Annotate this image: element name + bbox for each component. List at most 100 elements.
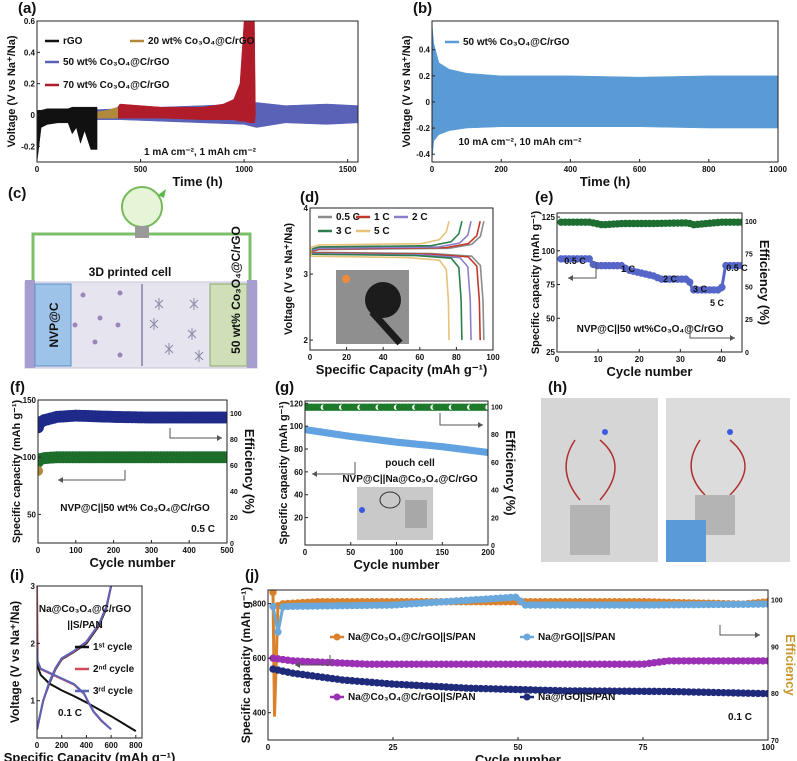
arrow-head-icon: [730, 335, 735, 341]
current-collector-left: [25, 280, 35, 368]
data-point: [269, 590, 277, 597]
y-tick-label: 50: [546, 314, 555, 323]
y-tick-label: 4: [304, 204, 309, 213]
x-tick-label: 300: [145, 546, 159, 555]
legend-label: 50 wt% Co₃O₄@C/rGO: [463, 37, 570, 48]
x-axis-label: Cycle number: [354, 557, 440, 572]
panel-label-g: (g): [275, 379, 294, 396]
y-tick-label: -0.2: [21, 142, 35, 151]
panel-label-h: (h): [548, 379, 567, 396]
plot-area: [269, 590, 768, 717]
legend-label: Na@Co₃O₄@C/rGO||S/PAN: [348, 692, 476, 703]
legend-marker: [523, 633, 531, 641]
annotation: NVP@C||Na@Co₃O₄@C/rGO: [342, 474, 478, 485]
x-tick-label: 1000: [235, 165, 253, 174]
legend-label: Na@rGO||S/PAN: [538, 632, 615, 643]
legend-label: 20 wt% Co₃O₄@C/rGO: [148, 36, 255, 47]
y2-tick-label: 0: [230, 541, 234, 548]
y-tick-label: -0.4: [416, 150, 430, 159]
data-point: [718, 283, 726, 291]
axis-indicator-arrow: [568, 262, 597, 279]
y2-tick-label: 0: [745, 350, 749, 357]
x-tick-label: 0: [35, 165, 40, 174]
panel-label-b: (b): [413, 0, 432, 17]
cell-title: 3D printed cell: [89, 265, 172, 279]
x-tick-label: 400: [80, 741, 94, 750]
y-tick-label: 800: [253, 600, 267, 609]
x-tick-label: 500: [220, 546, 234, 555]
y2-tick-label: 0: [491, 543, 495, 550]
annotation: 5 C: [710, 298, 725, 308]
data-point: [269, 602, 277, 611]
y2-tick-label: 100: [771, 597, 783, 604]
panel-label-d: (d): [300, 189, 319, 206]
y-tick-label: 2: [304, 336, 309, 345]
x-axis-label: Cycle number: [475, 752, 561, 761]
legend-label: 2 C: [412, 212, 428, 223]
plot-frame: [556, 212, 743, 353]
y2-tick-label: 90: [771, 644, 779, 651]
axis-indicator-arrow: [312, 462, 356, 475]
x-tick-label: 20: [342, 353, 351, 362]
x-tick-label: 600: [104, 741, 118, 750]
x-tick-label: 800: [702, 165, 716, 174]
current-collector-right: [247, 280, 257, 368]
data-point: [221, 451, 227, 464]
x-tick-label: 1500: [339, 165, 357, 174]
x-tick-label: 200: [481, 548, 495, 557]
plot-area: [432, 23, 778, 161]
y-tick-label: 0.4: [24, 48, 36, 57]
panel-label-e: (e): [535, 189, 553, 206]
first-data-point: [38, 465, 43, 476]
chart-panel-b: (b) 0 200 400 600 800 1000 -0.4 -0.2 0 0.2 0.4 Time …: [401, 0, 787, 189]
annotation: NVP@C||50 wt% Co₃O₄@C/rGO: [60, 503, 210, 514]
chart-panel-j: (j) 0 25 50 75 100 400 600 800 70 80 90 100 Cycle num…: [239, 567, 797, 761]
chart-panel-d: (d) 0 20 40 60 80 100 2 3 4 Specific Capacity (mAh…: [283, 189, 500, 377]
legend-label: 1 C: [374, 212, 390, 223]
rate-curve-5C-0: [310, 221, 450, 255]
x-tick-label: 100: [69, 546, 83, 555]
x-tick-label: 0: [36, 546, 41, 555]
plot-frame: [36, 585, 143, 739]
plot-area: [37, 586, 137, 732]
inset-photo-led: [336, 270, 409, 346]
y-axis-label: Specific capacity (mAh g⁻¹): [278, 401, 290, 545]
plot-area: [310, 221, 485, 341]
x-tick-label: 0: [430, 165, 435, 174]
plot-area: [37, 21, 358, 162]
rate-curve-5C-1: [310, 250, 450, 341]
y2-tick-label: 100: [230, 411, 242, 418]
plot-frame: [37, 399, 228, 544]
annotation: NVP@C||50 wt%Co₃O₄@C/rGO: [577, 324, 724, 335]
series-band-1: [117, 21, 256, 124]
y-tick-label: 0: [426, 98, 431, 107]
y-tick-label: 100: [290, 422, 304, 431]
y-tick-label: 3: [31, 582, 36, 591]
y2-axis-label: Efficiency (%): [503, 430, 518, 515]
y-tick-label: 0: [31, 111, 36, 120]
series-band-0: [432, 23, 778, 161]
legend-label: 0.5 C: [336, 212, 360, 223]
axis-indicator-arrow: [58, 470, 126, 481]
y-tick-label: 0.6: [24, 17, 36, 26]
plot-area: [557, 218, 742, 294]
y-tick-label: 25: [546, 348, 555, 357]
y2-tick-label: 40: [230, 489, 238, 496]
data-point: [221, 411, 227, 424]
x-axis-label: Specific Capacity (mAh g⁻¹): [316, 362, 488, 377]
legend-label: 5 C: [374, 226, 390, 237]
y2-tick-label: 80: [491, 432, 499, 439]
data-point: [511, 593, 520, 601]
panel-c-diagram: (c) 3D printed cell NVP@C 50 wt% Co₃O₄@C…: [8, 185, 258, 369]
y2-tick-label: 75: [745, 252, 753, 259]
series-band-2: [96, 106, 119, 119]
legend-label: rGO: [63, 36, 83, 47]
axis-indicator-arrow: [689, 325, 735, 339]
panel-label-j: (j): [245, 567, 259, 584]
axis-indicator-arrow: [439, 413, 483, 426]
x-tick-label: 400: [183, 546, 197, 555]
x-tick-label: 60: [415, 353, 424, 362]
axis-indicator-arrow: [295, 655, 331, 666]
x-tick-label: 50: [346, 548, 355, 557]
